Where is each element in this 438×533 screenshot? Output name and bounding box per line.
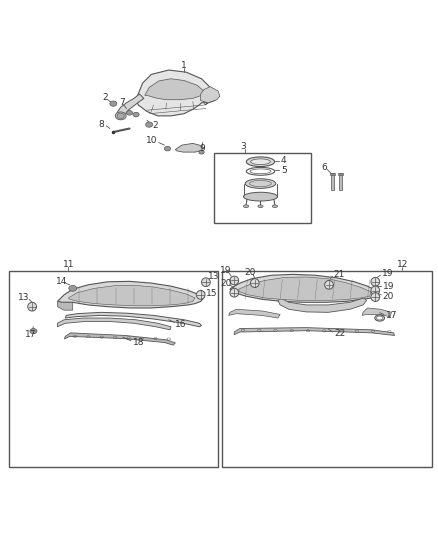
Text: 4: 4 bbox=[281, 156, 286, 165]
Text: 8: 8 bbox=[98, 120, 104, 128]
Text: 1: 1 bbox=[181, 61, 187, 70]
Text: 10: 10 bbox=[145, 136, 157, 146]
Polygon shape bbox=[234, 328, 395, 335]
Polygon shape bbox=[278, 298, 367, 312]
Bar bbox=[338, 173, 343, 175]
Polygon shape bbox=[57, 281, 204, 308]
Ellipse shape bbox=[244, 192, 278, 201]
Ellipse shape bbox=[272, 205, 278, 207]
Polygon shape bbox=[117, 94, 144, 117]
Circle shape bbox=[230, 276, 239, 285]
Text: 16: 16 bbox=[175, 320, 187, 329]
Ellipse shape bbox=[246, 157, 275, 166]
Ellipse shape bbox=[110, 101, 117, 106]
Polygon shape bbox=[362, 308, 392, 317]
Text: 13: 13 bbox=[18, 294, 29, 302]
Polygon shape bbox=[68, 285, 195, 306]
Circle shape bbox=[196, 290, 205, 299]
Ellipse shape bbox=[30, 328, 37, 334]
Text: 9: 9 bbox=[200, 144, 205, 153]
Text: 15: 15 bbox=[206, 289, 217, 298]
Ellipse shape bbox=[251, 159, 270, 165]
Bar bbox=[223, 271, 432, 467]
Text: 3: 3 bbox=[240, 142, 246, 151]
Polygon shape bbox=[205, 88, 219, 105]
Circle shape bbox=[325, 280, 333, 289]
Circle shape bbox=[371, 277, 380, 286]
Text: 19: 19 bbox=[220, 266, 232, 276]
Text: 14: 14 bbox=[56, 277, 67, 286]
Ellipse shape bbox=[258, 205, 263, 207]
Text: 11: 11 bbox=[63, 260, 74, 269]
Text: 2: 2 bbox=[102, 93, 108, 102]
Text: 22: 22 bbox=[334, 329, 346, 338]
Text: 13: 13 bbox=[208, 272, 219, 280]
Text: 20: 20 bbox=[245, 268, 256, 277]
Circle shape bbox=[201, 278, 210, 287]
Circle shape bbox=[251, 279, 259, 287]
Text: 19: 19 bbox=[383, 281, 394, 290]
Ellipse shape bbox=[164, 147, 170, 151]
Text: 19: 19 bbox=[382, 269, 394, 278]
Circle shape bbox=[371, 293, 380, 302]
Bar bbox=[339, 173, 342, 190]
Polygon shape bbox=[64, 333, 175, 345]
Polygon shape bbox=[175, 143, 204, 152]
Ellipse shape bbox=[127, 110, 133, 115]
Text: 5: 5 bbox=[281, 166, 287, 175]
Text: 12: 12 bbox=[397, 260, 408, 269]
Bar bbox=[330, 173, 335, 175]
Bar bbox=[214, 153, 311, 223]
Text: 21: 21 bbox=[333, 270, 345, 279]
Circle shape bbox=[28, 302, 36, 311]
Ellipse shape bbox=[245, 179, 276, 188]
Bar bbox=[9, 271, 218, 467]
Text: 17: 17 bbox=[386, 311, 397, 320]
Polygon shape bbox=[57, 318, 171, 330]
Text: 2: 2 bbox=[152, 120, 158, 130]
Text: 7: 7 bbox=[119, 98, 125, 107]
Text: 17: 17 bbox=[25, 330, 36, 339]
Polygon shape bbox=[229, 309, 280, 318]
Ellipse shape bbox=[115, 112, 126, 120]
Ellipse shape bbox=[117, 113, 124, 118]
Ellipse shape bbox=[199, 150, 204, 154]
Polygon shape bbox=[239, 277, 371, 301]
Polygon shape bbox=[136, 70, 219, 116]
Ellipse shape bbox=[146, 122, 152, 127]
Ellipse shape bbox=[69, 285, 77, 291]
Circle shape bbox=[371, 286, 380, 295]
Ellipse shape bbox=[244, 205, 249, 207]
Polygon shape bbox=[201, 87, 220, 103]
Circle shape bbox=[230, 288, 239, 297]
Polygon shape bbox=[57, 302, 73, 310]
Text: 6: 6 bbox=[321, 163, 327, 172]
Text: 20: 20 bbox=[220, 279, 232, 288]
Polygon shape bbox=[230, 274, 377, 302]
Ellipse shape bbox=[133, 112, 139, 117]
Text: 18: 18 bbox=[133, 337, 144, 346]
Polygon shape bbox=[145, 79, 204, 100]
Bar bbox=[331, 173, 334, 190]
Text: 20: 20 bbox=[383, 292, 394, 301]
Polygon shape bbox=[65, 312, 201, 327]
